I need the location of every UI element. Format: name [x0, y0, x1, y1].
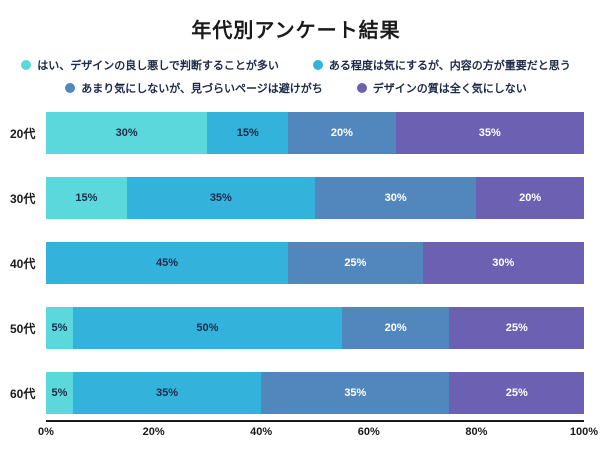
bar-track: 30% 15% 20% 35% [46, 112, 584, 154]
bar-segment: 25% [288, 242, 423, 284]
bar-segment: 35% [72, 372, 262, 414]
bar-value-label: 5% [51, 322, 68, 334]
bar-segment: 20% [341, 307, 450, 349]
bar-value-label: 25% [505, 322, 528, 334]
bar-value-label: 35% [344, 387, 367, 399]
bar-row: 50代 5% 50% 20% 25% [8, 307, 584, 349]
bar-segment: 15% [46, 177, 127, 219]
legend-item: ある程度は気にするが、内容の方が重要だと思う [312, 57, 571, 73]
x-tick-label: 60% [357, 426, 380, 438]
bar-value-label: 20% [330, 127, 353, 139]
x-tick-label: 20% [142, 426, 165, 438]
bar-value-label: 35% [156, 387, 179, 399]
stacked-bar-chart: 20代 30% 15% 20% 35% 30代 15% 35% 30% 20% 40代 45% 25% 3… [8, 112, 584, 414]
bar-track: 5% 35% 35% 25% [46, 372, 584, 414]
x-tick-label: 80% [465, 426, 488, 438]
legend-swatch-icon [356, 83, 367, 93]
bar-row-label: 20代 [10, 126, 36, 141]
bar-segment: 20% [288, 112, 396, 154]
legend-swatch-icon [312, 60, 323, 70]
bar-value-label: 25% [505, 387, 528, 399]
bar-value-label: 25% [344, 257, 367, 269]
bar-segment: 45% [46, 242, 289, 284]
x-tick-label: 40% [250, 426, 273, 438]
bar-row: 20代 30% 15% 20% 35% [8, 112, 584, 154]
bar-value-label: 45% [156, 257, 179, 269]
legend-item: はい、デザインの良し悪しで判断することが多い [21, 57, 279, 73]
bar-value-label: 15% [75, 192, 98, 204]
legend-label: ある程度は気にするが、内容の方が重要だと思う [328, 60, 571, 72]
bar-segment: 30% [46, 112, 208, 154]
bar-segment: 5% [46, 372, 73, 414]
bar-row-label: 30代 [10, 191, 36, 206]
bar-value-label: 15% [236, 127, 259, 139]
bar-segment: 50% [72, 307, 342, 349]
bar-segment: 5% [46, 307, 73, 349]
bar-row: 60代 5% 35% 35% 25% [8, 372, 584, 414]
x-axis: 0% 20% 40% 60% 80% 100% [38, 420, 598, 442]
legend-label: デザインの質は全く気にしない [372, 83, 527, 95]
x-tick-label: 0% [38, 426, 54, 438]
bar-segment: 30% [422, 242, 584, 284]
legend-swatch-icon [65, 83, 76, 93]
bar-value-label: 5% [51, 387, 68, 399]
bar-value-label: 35% [478, 127, 501, 139]
legend-row: はい、デザインの良し悪しで判断することが多い ある程度は気にするが、内容の方が重要… [8, 57, 584, 73]
legend-item: デザインの質は全く気にしない [356, 80, 527, 96]
legend-item: あまり気にしないが、見づらいページは避けがち [65, 80, 323, 96]
bar-value-label: 20% [519, 192, 542, 204]
legend-label: あまり気にしないが、見づらいページは避けがち [81, 83, 323, 95]
bar-segment: 35% [395, 112, 584, 154]
legend-swatch-icon [21, 60, 32, 70]
bar-segment: 35% [261, 372, 450, 414]
bar-value-label: 35% [209, 192, 232, 204]
bar-track: 15% 35% 30% 20% [46, 177, 584, 219]
bar-segment: 35% [126, 177, 315, 219]
bar-segment: 30% [314, 177, 477, 219]
bar-segment: 20% [476, 177, 584, 219]
bar-value-label: 20% [384, 322, 407, 334]
bar-value-label: 30% [384, 192, 407, 204]
bar-segment: 25% [449, 372, 584, 414]
bar-row-label: 60代 [10, 386, 36, 401]
bar-track: 5% 50% 20% 25% [46, 307, 584, 349]
bar-row-label: 40代 [10, 256, 36, 271]
bar-value-label: 50% [196, 322, 219, 334]
legend-label: はい、デザインの良し悪しで判断することが多い [37, 60, 279, 72]
legend: はい、デザインの良し悪しで判断することが多い ある程度は気にするが、内容の方が重要… [8, 57, 584, 96]
bar-row: 30代 15% 35% 30% 20% [8, 177, 584, 219]
x-tick-label: 100% [569, 426, 599, 438]
bar-track: 45% 25% 30% [46, 242, 584, 284]
bar-value-label: 30% [492, 257, 515, 269]
bar-row: 40代 45% 25% 30% [8, 242, 584, 284]
bar-row-label: 50代 [10, 321, 36, 336]
bar-value-label: 30% [115, 127, 138, 139]
bar-segment: 25% [449, 307, 584, 349]
legend-row: あまり気にしないが、見づらいページは避けがち デザインの質は全く気にしない [8, 80, 584, 96]
bar-segment: 15% [207, 112, 289, 154]
chart-title: 年代別アンケート結果 [191, 20, 401, 42]
